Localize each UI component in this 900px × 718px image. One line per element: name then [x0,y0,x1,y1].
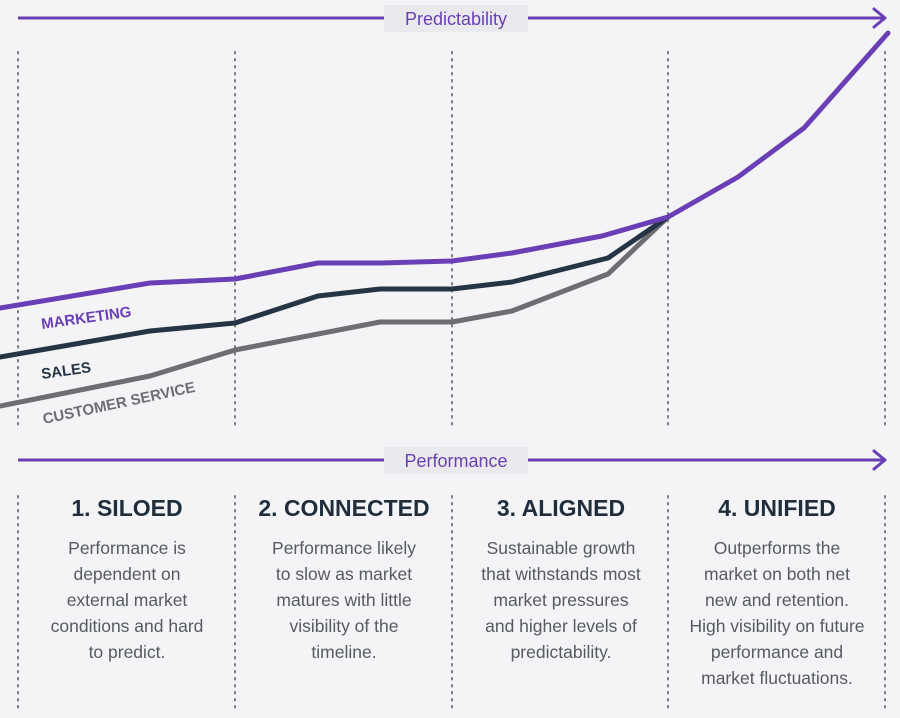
stage-description: Outperforms the market on both net new a… [689,538,865,688]
stage-title: 2. CONNECTED [258,495,430,521]
series-label-customer-service: CUSTOMER SERVICE [41,379,196,428]
performance-axis: Performance [18,447,887,474]
series-lines [0,30,891,409]
stage-aligned: 3. ALIGNED Sustainable growth that withs… [456,495,666,665]
predictability-axis: Predictability [18,5,887,32]
performance-label: Performance [404,451,507,471]
stage-description: Sustainable growth that withstands most … [481,538,641,662]
performance-arrow-icon [872,449,887,471]
predictability-label: Predictability [405,9,507,29]
stage-description: Performance is dependent on external mar… [50,538,204,662]
stage-title: 1. SILOED [71,495,183,521]
stage-unified: 4. UNIFIED Outperforms the market on bot… [672,495,882,691]
series-line-sales [0,214,671,360]
stage-dividers [17,51,886,709]
stage-title: 4. UNIFIED [718,495,836,521]
stage-connected: 2. CONNECTED Performance likely to slow … [239,495,449,665]
series-line-customer-service [0,214,671,409]
series-line-marketing [0,30,891,311]
stage-title: 3. ALIGNED [496,495,626,521]
stage-siloed: 1. SILOED Performance is dependent on ex… [22,495,232,665]
predictability-arrow-icon [872,7,887,29]
series-label-marketing: MARKETING [40,303,132,332]
stage-description: Performance likely to slow as market mat… [272,538,416,662]
series-label-sales: SALES [40,359,92,383]
